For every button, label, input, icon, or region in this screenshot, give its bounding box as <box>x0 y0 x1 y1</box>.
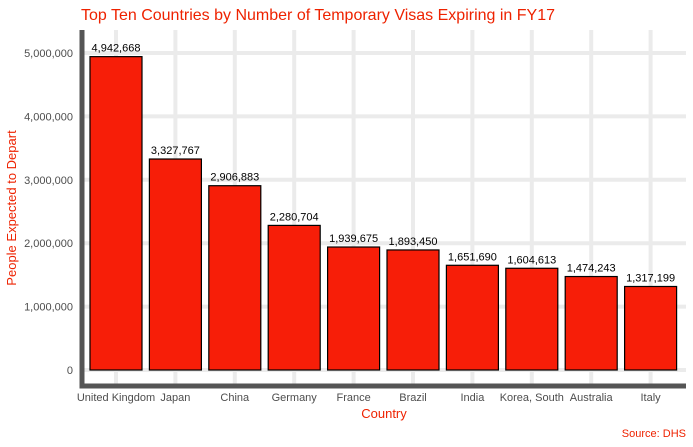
y-tick-labels: 0 1,000,000 2,000,000 3,000,000 4,000,000 5,0… <box>24 48 73 377</box>
bar-value-label: 2,280,704 <box>270 211 319 223</box>
bar <box>564 275 618 371</box>
chart-title: Top Ten Countries by Number of Temporary… <box>81 7 555 24</box>
bar <box>148 158 202 371</box>
x-tick-label: France <box>336 392 370 404</box>
y-axis-title: People Expected to Depart <box>4 130 19 286</box>
x-tick-label: Italy <box>641 392 662 404</box>
x-tick-label: Korea, South <box>500 392 564 404</box>
bar <box>445 264 499 371</box>
axes <box>79 30 686 389</box>
y-tick-label: 4,000,000 <box>24 111 73 123</box>
y-tick-label: 3,000,000 <box>24 175 73 187</box>
bar <box>208 185 262 371</box>
bar-value-label: 2,906,883 <box>210 172 259 184</box>
bar-value-label: 1,317,199 <box>626 272 675 284</box>
x-tick-label: India <box>460 392 485 404</box>
source-caption: Source: DHS <box>622 428 686 440</box>
y-tick-label: 2,000,000 <box>24 238 73 250</box>
bar-value-label: 1,474,243 <box>567 263 616 275</box>
x-tick-label: United Kingdom <box>77 392 155 404</box>
bar <box>327 246 381 371</box>
x-tick-label: China <box>220 392 250 404</box>
x-tick-label: Japan <box>160 392 190 404</box>
bar <box>386 249 440 371</box>
bar-value-label: 1,604,613 <box>507 254 556 266</box>
bar-value-label: 1,893,450 <box>389 236 438 248</box>
bar-value-label: 1,651,690 <box>448 251 497 263</box>
bar-value-label: 1,939,675 <box>329 233 378 245</box>
bar <box>505 267 559 371</box>
y-tick-label: 1,000,000 <box>24 302 73 314</box>
bar <box>267 224 321 371</box>
y-tick-label: 0 <box>67 365 73 377</box>
value-labels: 4,942,668 3,327,767 2,906,883 2,280,704 1,93… <box>92 43 676 285</box>
x-tick-labels: United Kingdom Japan China Germany France Bra… <box>77 392 661 404</box>
bar <box>89 56 143 371</box>
bar <box>623 285 678 371</box>
x-axis-title: Country <box>361 406 407 421</box>
bar-value-label: 3,327,767 <box>151 145 200 157</box>
bar-value-label: 4,942,668 <box>92 43 141 55</box>
x-tick-label: Germany <box>272 392 318 404</box>
x-tick-label: Australia <box>570 392 614 404</box>
y-tick-label: 5,000,000 <box>24 48 73 60</box>
bars <box>89 56 678 371</box>
x-tick-label: Brazil <box>399 392 427 404</box>
